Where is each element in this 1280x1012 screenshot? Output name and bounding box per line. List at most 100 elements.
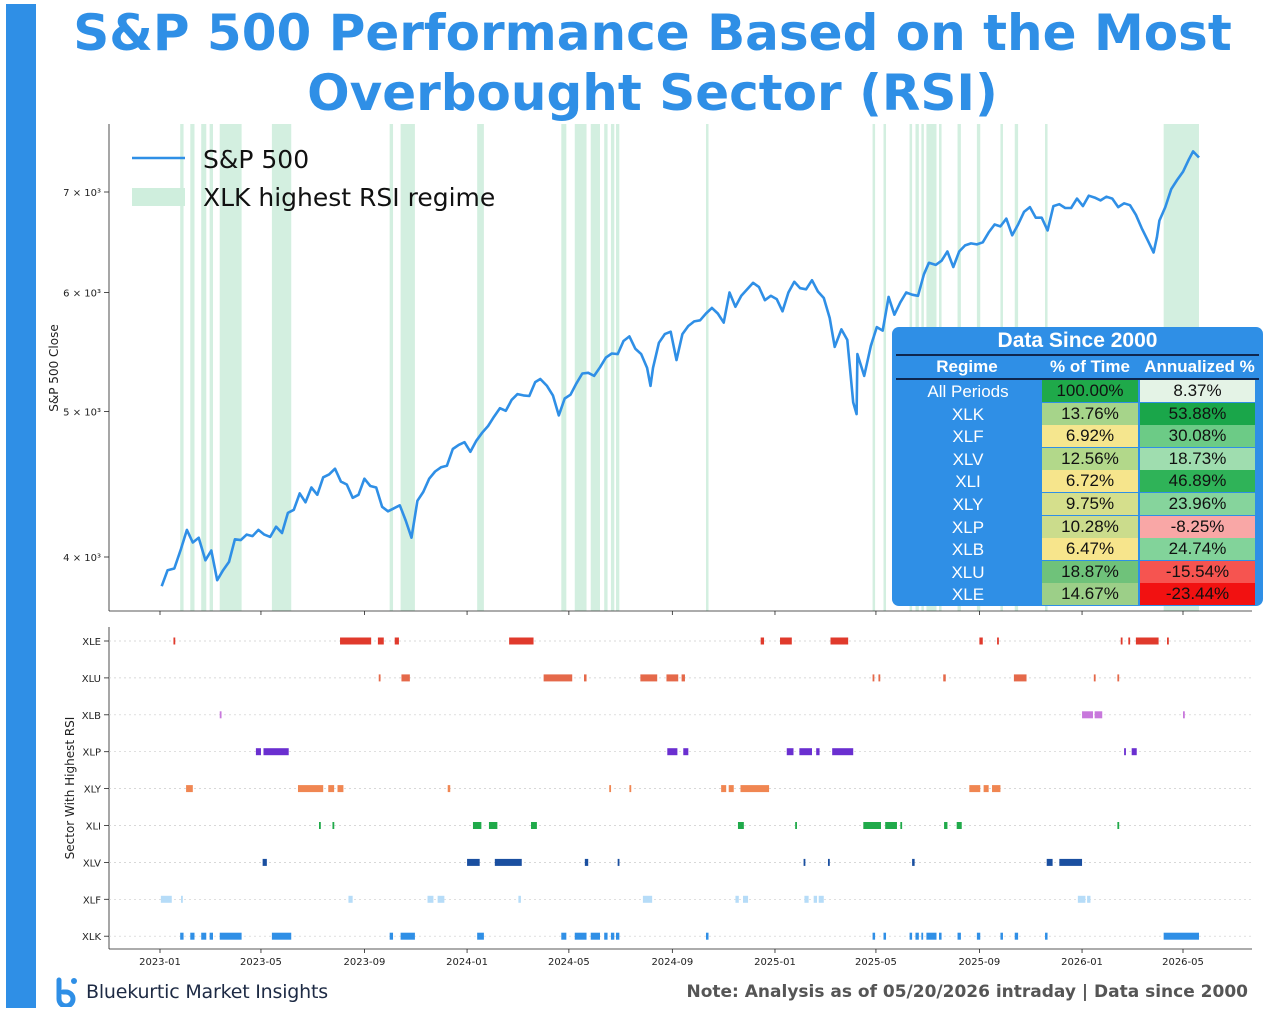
sector-bar-xlp (263, 748, 289, 756)
pct-time-cell: 6.47% (1042, 538, 1138, 561)
xlk-regime-band (201, 124, 207, 611)
row-label: XLP (951, 517, 985, 537)
pct-time-cell: 13.76% (1042, 402, 1138, 425)
sector-bar-xlk (400, 932, 415, 940)
y-tick-label: 4 × 10³ (63, 553, 101, 564)
sector-bar-xle (377, 637, 384, 645)
sector-bar-xly (609, 785, 612, 793)
sector-bar-xlk (705, 932, 709, 940)
row-label: XLE (951, 585, 985, 605)
sector-bar-xlv (617, 858, 620, 866)
xlk-regime-band (574, 124, 587, 611)
sector-bar-xlf (743, 895, 749, 903)
sector-label: XLU (82, 674, 101, 685)
legend-band-swatch (132, 188, 185, 206)
sector-bar-xlk (590, 932, 600, 940)
sector-bar-xly (447, 785, 451, 793)
sector-bar-xlk (604, 932, 608, 940)
sector-bar-xlk (209, 932, 214, 940)
sector-bar-xlf (181, 895, 183, 903)
table-row: XLB 6.47% 24.74% (896, 538, 1259, 561)
row-label: All Periods (927, 382, 1009, 401)
page-title-line-2: Overbought Sector (RSI) (307, 64, 998, 122)
y-tick-label: 5 × 10³ (63, 407, 101, 418)
sector-bar-xli (1117, 822, 1120, 829)
footer-note: Note: Analysis as of 05/20/2026 intraday… (686, 982, 1248, 1002)
left-accent-bar (0, 0, 40, 1012)
sector-bar-xly (328, 785, 335, 793)
sector-label: XLF (83, 895, 101, 906)
x-tick-label: 2026-01 (1061, 957, 1103, 968)
sector-bar-xly (297, 785, 324, 793)
pct-time-cell: 10.28% (1042, 515, 1138, 538)
sector-bar-xlk (976, 932, 981, 940)
sector-bar-xlk (190, 932, 195, 940)
sector-bar-xlp (255, 748, 261, 756)
sector-bar-xlp (667, 748, 678, 756)
sector-label: XLI (86, 822, 101, 833)
x-tick-label: 2024-01 (446, 957, 488, 968)
pct-time-cell: 14.67% (1042, 583, 1138, 606)
top-x-ticks (159, 611, 1184, 615)
sector-bar-xlu (584, 674, 587, 682)
sector-bar-xle (1167, 637, 1169, 645)
x-tick-label: 2025-01 (754, 957, 796, 968)
sector-bar-xlu (878, 674, 881, 682)
sector-bar-xlk (921, 932, 924, 940)
brand-logo: Bluekurtic Market Insights (52, 974, 328, 1010)
x-tick-label: 2024-05 (548, 957, 590, 968)
sector-bar-xlp (816, 748, 820, 756)
sector-bar-xlf (518, 895, 521, 903)
left-accent-fill (6, 4, 36, 1008)
sector-bar-xly (186, 785, 193, 793)
sector-bar-xlk (1014, 932, 1019, 940)
bottom-y-ticks: XLE XLU XLB XLP XLY XLI XLV XLF XLK (82, 637, 109, 943)
row-label: XLF (952, 427, 984, 447)
sector-bar-xlk (271, 932, 292, 940)
annualized-cell: -15.54% (1140, 560, 1255, 583)
sector-bar-xlk (561, 932, 567, 940)
bottom-gridlines (109, 640, 1252, 937)
header-pct-time: % of Time (1050, 357, 1130, 376)
x-tick-label: 2023-05 (240, 957, 282, 968)
sector-bar-xlk (1000, 932, 1003, 940)
annualized-cell: 18.73% (1140, 447, 1255, 470)
sector-bar-xlk (1163, 932, 1199, 940)
sector-bar-xlk (1045, 932, 1048, 940)
sector-bar-xli (885, 822, 897, 829)
sector-label: XLY (84, 785, 102, 796)
bottom-y-axis-label: Sector With Highest RSI (63, 717, 77, 860)
sector-bar-xle (1135, 637, 1159, 645)
sector-bar-xlk (610, 932, 615, 940)
table-row: All Periods 100.00% 8.37% (896, 380, 1259, 403)
sector-bar-xlf (813, 895, 818, 903)
pct-time-cell: 9.75% (1042, 493, 1138, 515)
sector-bar-xlf (735, 895, 739, 903)
sector-bar-xlk (872, 932, 876, 940)
annualized-cell: 8.37% (1140, 380, 1255, 402)
y-tick-label: 7 × 10³ (63, 188, 101, 199)
sector-bar-xlk (477, 932, 484, 940)
sector-bar-xle (1120, 637, 1123, 645)
sector-bar-xli (863, 822, 881, 829)
sector-bar-xli (472, 822, 482, 829)
sector-bar-xle (979, 637, 983, 645)
annualized-cell: -23.44% (1140, 583, 1255, 606)
sector-bar-xly (969, 785, 981, 793)
sector-bar-xlu (640, 674, 658, 682)
row-label: XLI (955, 472, 981, 492)
xlk-regime-band (590, 124, 600, 611)
sector-bar-xlu (1013, 674, 1027, 682)
sector-bar-xlf (1077, 895, 1086, 903)
bottom-x-ticks: 2023-01 2023-05 2023-09 2024-01 2024-05 2024-… (139, 949, 1204, 968)
table-row: XLV 12.56% 18.73% (896, 447, 1259, 471)
sector-bar-xle (760, 637, 765, 645)
sector-bar-xlu (543, 674, 573, 682)
sector-bar-xle (340, 637, 372, 645)
sector-bar-xlf (804, 895, 809, 903)
x-tick-label: 2026-05 (1162, 957, 1204, 968)
top-y-ticks: 4 × 10³ 5 × 10³ 6 × 10³ 7 × 10³ (63, 188, 109, 564)
annualized-cell: -8.25% (1140, 515, 1255, 538)
xlk-regime-band (271, 124, 292, 611)
sector-bar-xli (488, 822, 498, 829)
